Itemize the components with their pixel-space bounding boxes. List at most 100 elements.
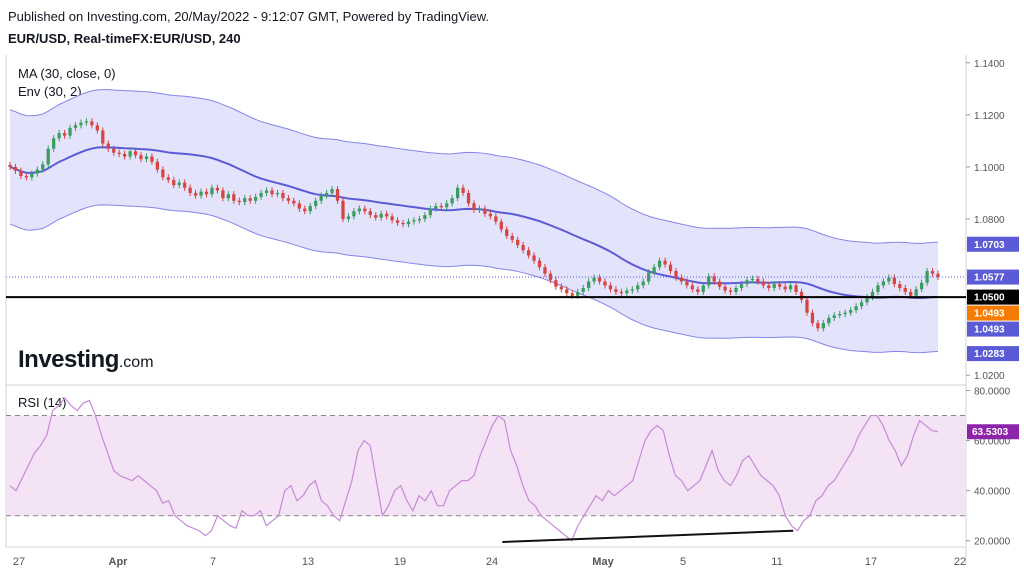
- price-tick-label: 1.1200: [974, 111, 1005, 122]
- candle-body: [286, 198, 291, 201]
- candle-body: [199, 191, 203, 196]
- candle-body: [728, 290, 733, 292]
- candle-body: [767, 285, 771, 288]
- candle-body: [581, 287, 585, 292]
- price-tick-label: 1.0200: [974, 371, 1005, 382]
- candle-body: [30, 173, 34, 178]
- candle-body: [155, 161, 160, 170]
- candle-body: [854, 306, 858, 311]
- candle-body: [783, 286, 787, 290]
- candle-body: [838, 314, 842, 316]
- time-tick-label: May: [592, 556, 614, 568]
- rsi-band: [6, 415, 966, 516]
- candle-body: [177, 182, 181, 186]
- candle-body: [718, 281, 722, 287]
- candle-body: [232, 194, 236, 201]
- candle-body: [477, 208, 482, 210]
- price-tick-label: 1.1000: [974, 163, 1005, 174]
- candle-body: [739, 284, 744, 288]
- candle-body: [636, 285, 640, 290]
- price-tick-label: 1.1400: [974, 59, 1005, 70]
- candle-body: [516, 239, 520, 246]
- candle-body: [745, 280, 749, 285]
- candle-body: [865, 297, 869, 303]
- rsi-tick-label: 60.0000: [974, 437, 1011, 448]
- candle-body: [335, 189, 340, 201]
- candle-body: [401, 222, 405, 225]
- candle-body: [330, 189, 334, 193]
- candle-body: [215, 187, 220, 191]
- rsi-legend[interactable]: RSI (14): [18, 395, 67, 410]
- price-badge: [967, 269, 1019, 285]
- candle-body: [297, 203, 301, 209]
- time-tick-label: Apr: [109, 556, 129, 568]
- candle-body: [52, 138, 56, 149]
- candle-body: [548, 273, 553, 281]
- candle-body: [417, 219, 422, 221]
- candle-body: [619, 291, 624, 294]
- time-tick-label: 7: [210, 556, 216, 568]
- env-legend[interactable]: Env (30, 2): [18, 84, 82, 99]
- candle-body: [101, 130, 105, 144]
- candle-body: [488, 213, 493, 217]
- rsi-tick-label: 40.0000: [974, 487, 1011, 498]
- candle-body: [788, 285, 793, 290]
- candle-body: [608, 285, 613, 290]
- candle-body: [810, 312, 815, 324]
- candle-body: [161, 169, 165, 178]
- candle-body: [368, 211, 372, 216]
- price-badge: [967, 321, 1019, 337]
- candle-body: [172, 179, 176, 186]
- ma-legend[interactable]: MA (30, close, 0): [18, 66, 116, 81]
- candle-body: [385, 213, 389, 217]
- candle-body: [112, 148, 116, 153]
- candle-body: [859, 302, 864, 307]
- candlestick-series: [8, 118, 940, 332]
- candle-body: [128, 151, 132, 157]
- candle-body: [750, 278, 755, 281]
- candle-body: [494, 216, 498, 222]
- candle-body: [679, 277, 684, 282]
- candle-body: [57, 133, 61, 139]
- candle-body: [450, 198, 454, 204]
- candle-body: [139, 155, 143, 160]
- candle-body: [761, 281, 765, 286]
- rsi-line: [9, 397, 939, 542]
- candle-body: [150, 156, 154, 162]
- candle-body: [657, 260, 662, 268]
- candle-body: [914, 289, 918, 296]
- candle-body: [292, 200, 296, 204]
- price-badge: [967, 305, 1019, 321]
- rsi-tick-label: 80.0000: [974, 387, 1011, 398]
- candle-body: [183, 182, 187, 188]
- candle-body: [483, 208, 487, 214]
- candle-body: [772, 284, 776, 288]
- candle-body: [90, 121, 94, 126]
- candle-body: [264, 190, 269, 193]
- candle-body: [35, 169, 39, 174]
- candle-body: [254, 196, 258, 201]
- candle-body: [674, 271, 678, 278]
- rsi-tick-label: 20.0000: [974, 537, 1011, 548]
- candle-body: [586, 281, 591, 288]
- candle-body: [909, 291, 913, 296]
- candle-body: [68, 127, 72, 136]
- envelope-fill: [10, 89, 938, 353]
- price-tick-label: 1.0800: [974, 215, 1005, 226]
- candle-body: [439, 205, 443, 208]
- candle-body: [712, 276, 716, 282]
- candle-body: [243, 198, 247, 203]
- candle-body: [805, 299, 809, 313]
- candle-body: [374, 215, 378, 218]
- candle-body: [734, 287, 738, 292]
- divergence-line: [502, 529, 794, 543]
- candle-body: [565, 289, 569, 294]
- candle-body: [543, 267, 547, 274]
- rsi-panel: 80.0000 60.0000 40.0000 20.0000 63.5303: [6, 387, 1019, 548]
- candle-body: [406, 221, 411, 225]
- time-axis: 27 Apr 7 13 19 24 May 5 11 17 22: [13, 556, 966, 568]
- candle-body: [614, 289, 618, 292]
- candle-body: [434, 205, 438, 209]
- price-badge-label: 1.0493: [974, 325, 1005, 336]
